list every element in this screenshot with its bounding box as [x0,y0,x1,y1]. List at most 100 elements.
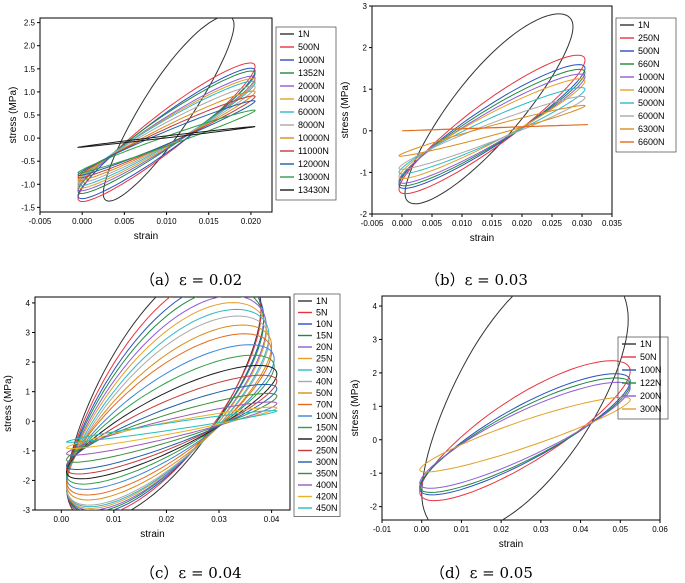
series-line-660N [398,68,586,187]
legend-label: 2000N [298,81,325,91]
y-tick-label: 2.0 [24,42,36,51]
y-tick-label: 3 [363,2,368,11]
legend-label: 1N [638,20,650,30]
series-line-450N [65,410,278,443]
legend-label: 30N [316,365,333,375]
series-line-11000N [77,95,256,179]
series-line-100N [65,344,275,490]
legend-label: 4000N [638,85,665,95]
chart-panel-a: -0.005 0.000 0.005 0.010 0.015 0.020 -1.5 -1.0 -… [8,17,337,242]
x-tick-label: 0.02 [159,515,175,524]
legend-label: 1N [298,29,310,39]
legend-label: 420N [316,492,338,502]
y-tick-label: -3 [23,506,31,515]
y-tick-label: 1 [373,402,378,411]
legend-label: 12000N [298,159,330,169]
x-tick-label: 0.00 [53,515,69,524]
x-tick-label: 0.010 [452,219,473,228]
caption-d: （d）ε = 0.05 [430,564,533,582]
series-line-250N [65,374,278,475]
y-tick-label: 1.5 [24,65,36,74]
legend-label: 500N [298,42,320,52]
y-tick-label: -0.5 [21,157,35,166]
legend-label: 250N [316,446,338,456]
legend-label: 6000N [298,107,325,117]
x-tick-label: 0.04 [264,515,280,524]
x-tick-label: 0.000 [72,217,93,226]
y-tick-label: 1 [26,388,31,397]
y-axis-label: stress (MPa) [340,82,351,139]
x-tick-label: 0.005 [114,217,135,226]
series-line-6300N [398,104,586,157]
y-tick-label: 0 [363,127,368,136]
x-tick-label: 0.03 [211,515,227,524]
y-tick-label: 2 [26,358,31,367]
series-line-25N [65,302,267,509]
chart-panel-c: 0.00 0.01 0.02 0.03 0.04 -3 -2 -1 0 1 2 3 4 strain str… [3,293,341,540]
series-line-300N [65,383,278,470]
legend-label: 200N [640,391,662,401]
legend-label: 1N [640,339,652,349]
series-line-5000N [398,87,586,175]
x-tick-label: 0.06 [652,525,668,534]
x-tick-label: 0.010 [157,217,178,226]
legend-label: 660N [638,59,660,69]
y-tick-label: -1 [360,168,368,177]
x-tick-label: 0.02 [493,525,509,534]
caption-a: （a）ε = 0.02 [140,271,242,289]
x-axis-label: strain [499,539,523,550]
legend-box [615,17,677,153]
series-line-122N [419,377,631,493]
legend-label: 15N [316,331,333,341]
legend-label: 6600N [638,137,665,147]
series-line-1N [421,296,629,520]
series-line-420N [65,406,278,450]
x-tick-label: 0.015 [199,217,220,226]
y-tick-label: 4 [373,302,378,311]
series-line-40N [65,315,270,506]
x-tick-label: 0.000 [392,219,413,228]
series-line-10000N [77,90,256,181]
series-line-6600N [402,124,588,132]
series-line-13430N [76,126,256,148]
legend-label: 13000N [298,172,330,182]
legend-label: 450N [316,503,338,513]
series-line-6000N [398,95,586,170]
legend-label: 10N [316,319,333,329]
series-line-100N [419,373,631,496]
legend-label: 70N [316,400,333,410]
legend-label: 250N [638,33,660,43]
legend-label: 5000N [638,98,665,108]
x-tick-label: 0.015 [482,219,503,228]
y-tick-label: 0 [373,436,378,445]
y-axis-label: stress (MPa) [350,380,361,437]
legend-label: 100N [640,365,662,375]
y-tick-label: 1 [363,85,368,94]
y-tick-label: 3 [26,329,31,338]
caption-b: （b）ε = 0.03 [425,271,528,289]
x-tick-label: 0.025 [542,219,563,228]
plot-frame [381,295,661,521]
legend-label: 500N [638,46,660,56]
series-line-1N [65,297,262,510]
x-tick-label: 0.01 [454,525,470,534]
chart-panel-b: -0.005 0.000 0.005 0.010 0.015 0.020 0.025 0.03… [340,2,677,244]
series-line-50N [65,324,273,501]
y-axis-label: stress (MPa) [8,87,19,144]
x-tick-label: -0.005 [361,219,384,228]
series-line-50N [419,360,631,502]
series-line-500N [398,64,586,189]
series-line-250N [398,54,586,195]
legend-label: 100N [316,411,338,421]
x-axis-label: strain [140,529,164,540]
series-line-15N [65,297,265,510]
series-line-5N [65,297,262,510]
series-line-1352N [77,70,256,195]
legend-label: 20N [316,342,333,352]
caption-c: （c）ε = 0.04 [140,564,242,582]
y-tick-label: -1 [370,469,378,478]
series-line-13000N [77,109,256,174]
x-tick-label: 0.01 [106,515,122,524]
legend-label: 300N [640,404,662,414]
